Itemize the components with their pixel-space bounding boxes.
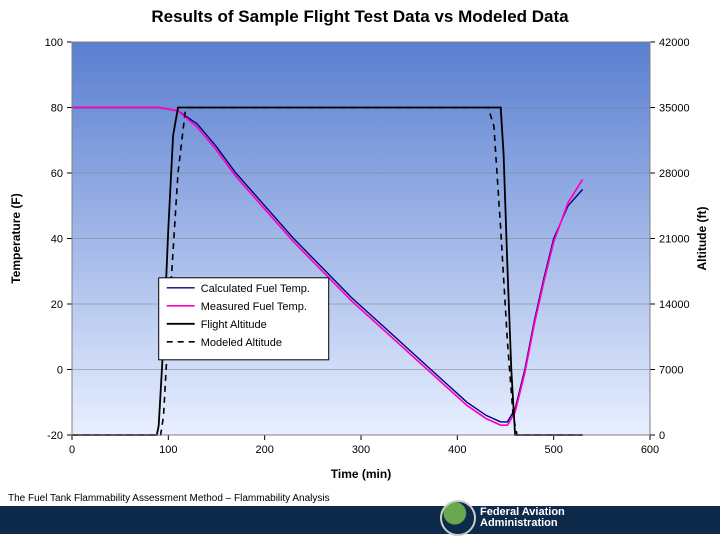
svg-text:21000: 21000 [659, 234, 690, 246]
svg-text:0: 0 [69, 444, 75, 456]
svg-text:Measured Fuel Temp.: Measured Fuel Temp. [201, 301, 307, 313]
svg-text:40: 40 [51, 234, 63, 246]
svg-text:Temperature (F): Temperature (F) [9, 193, 23, 283]
svg-text:200: 200 [255, 444, 273, 456]
faa-seal-icon [440, 500, 476, 536]
footer-bar [0, 506, 720, 534]
svg-text:80: 80 [51, 103, 63, 115]
svg-text:600: 600 [641, 444, 659, 456]
svg-text:20: 20 [51, 299, 63, 311]
svg-text:28000: 28000 [659, 168, 690, 180]
svg-text:Results of Sample Flight Test: Results of Sample Flight Test Data vs Mo… [151, 7, 569, 26]
svg-text:-20: -20 [47, 430, 63, 442]
svg-text:400: 400 [448, 444, 466, 456]
svg-text:Calculated Fuel Temp.: Calculated Fuel Temp. [201, 283, 310, 295]
svg-text:Modeled Altitude: Modeled Altitude [201, 337, 282, 349]
svg-text:100: 100 [159, 444, 177, 456]
chart-svg: Results of Sample Flight Test Data vs Mo… [0, 0, 720, 490]
svg-text:0: 0 [659, 430, 665, 442]
svg-text:0: 0 [57, 365, 63, 377]
footer-agency-line1: Federal Aviation [480, 506, 565, 518]
chart-container: Results of Sample Flight Test Data vs Mo… [0, 0, 720, 490]
footer-agency: Federal Aviation Administration [480, 507, 565, 530]
svg-text:42000: 42000 [659, 37, 690, 49]
svg-text:Time (min): Time (min) [331, 467, 391, 481]
svg-text:100: 100 [45, 37, 63, 49]
svg-text:Altitude (ft): Altitude (ft) [695, 207, 709, 271]
svg-text:35000: 35000 [659, 103, 690, 115]
svg-text:7000: 7000 [659, 365, 683, 377]
svg-text:500: 500 [544, 444, 562, 456]
svg-text:300: 300 [352, 444, 370, 456]
svg-text:Flight Altitude: Flight Altitude [201, 319, 267, 331]
footer-agency-line2: Administration [480, 517, 558, 529]
svg-text:14000: 14000 [659, 299, 690, 311]
footer: The Fuel Tank Flammability Assessment Me… [0, 490, 720, 540]
svg-text:60: 60 [51, 168, 63, 180]
footer-subtitle: The Fuel Tank Flammability Assessment Me… [8, 493, 330, 504]
